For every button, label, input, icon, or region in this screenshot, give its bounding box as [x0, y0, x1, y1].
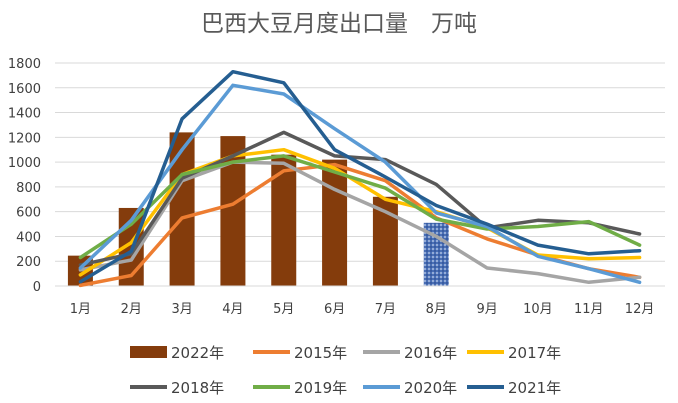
x-tick-label: 3月	[171, 302, 192, 317]
legend-label: 2016年	[404, 344, 457, 362]
x-tick-label: 1月	[70, 302, 91, 317]
legend-label: 2021年	[508, 379, 561, 397]
x-tick-label: 6月	[324, 302, 345, 317]
bar-2022	[322, 159, 348, 286]
bar-2022	[169, 132, 195, 286]
x-tick-label: 10月	[523, 302, 553, 317]
x-tick-label: 8月	[426, 302, 447, 317]
bar-2022	[271, 154, 297, 286]
x-tick-label: 5月	[273, 302, 294, 317]
line-2020年	[78, 83, 642, 285]
legend: 2022年 2015年 2016年 2017年 2018年 2019年 2020年 2021年	[130, 344, 561, 397]
y-axis-tick-labels: 0 200 400 600 800 1000 1200 1400 1600 1800	[8, 57, 41, 295]
x-tick-label: 11月	[574, 302, 604, 317]
x-axis-tick-labels: 1月 2月 3月 4月 5月 6月 7月 8月 9月 10月 11月 12月	[70, 302, 655, 317]
x-tick-label: 2月	[121, 302, 142, 317]
legend-label: 2020年	[404, 379, 457, 397]
line-2017年	[78, 147, 642, 277]
line-series	[78, 69, 642, 288]
line-2019年	[78, 154, 642, 260]
x-tick-label: 12月	[625, 302, 655, 317]
legend-swatch	[130, 346, 167, 358]
chart-title: 巴西大豆月度出口量 万吨	[201, 11, 477, 37]
y-tick-label: 800	[16, 181, 41, 196]
y-tick-label: 0	[33, 280, 41, 295]
x-tick-label: 9月	[476, 302, 497, 317]
x-tick-label: 7月	[375, 302, 396, 317]
line-2018年	[78, 130, 642, 267]
y-tick-label: 1200	[8, 131, 41, 146]
y-tick-label: 1000	[8, 156, 41, 171]
legend-label: 2018年	[171, 379, 224, 397]
x-tick-label: 4月	[222, 302, 243, 317]
y-tick-label: 400	[16, 230, 41, 245]
y-tick-label: 1400	[8, 107, 41, 122]
legend-label: 2019年	[294, 379, 347, 397]
y-tick-label: 1800	[8, 57, 41, 72]
legend-label: 2015年	[294, 344, 347, 362]
y-tick-label: 1600	[8, 82, 41, 97]
line-2021年	[78, 69, 642, 284]
y-tick-label: 600	[16, 206, 41, 221]
y-tick-label: 200	[16, 255, 41, 270]
legend-label: 2022年	[171, 344, 224, 362]
legend-label: 2017年	[508, 344, 561, 362]
